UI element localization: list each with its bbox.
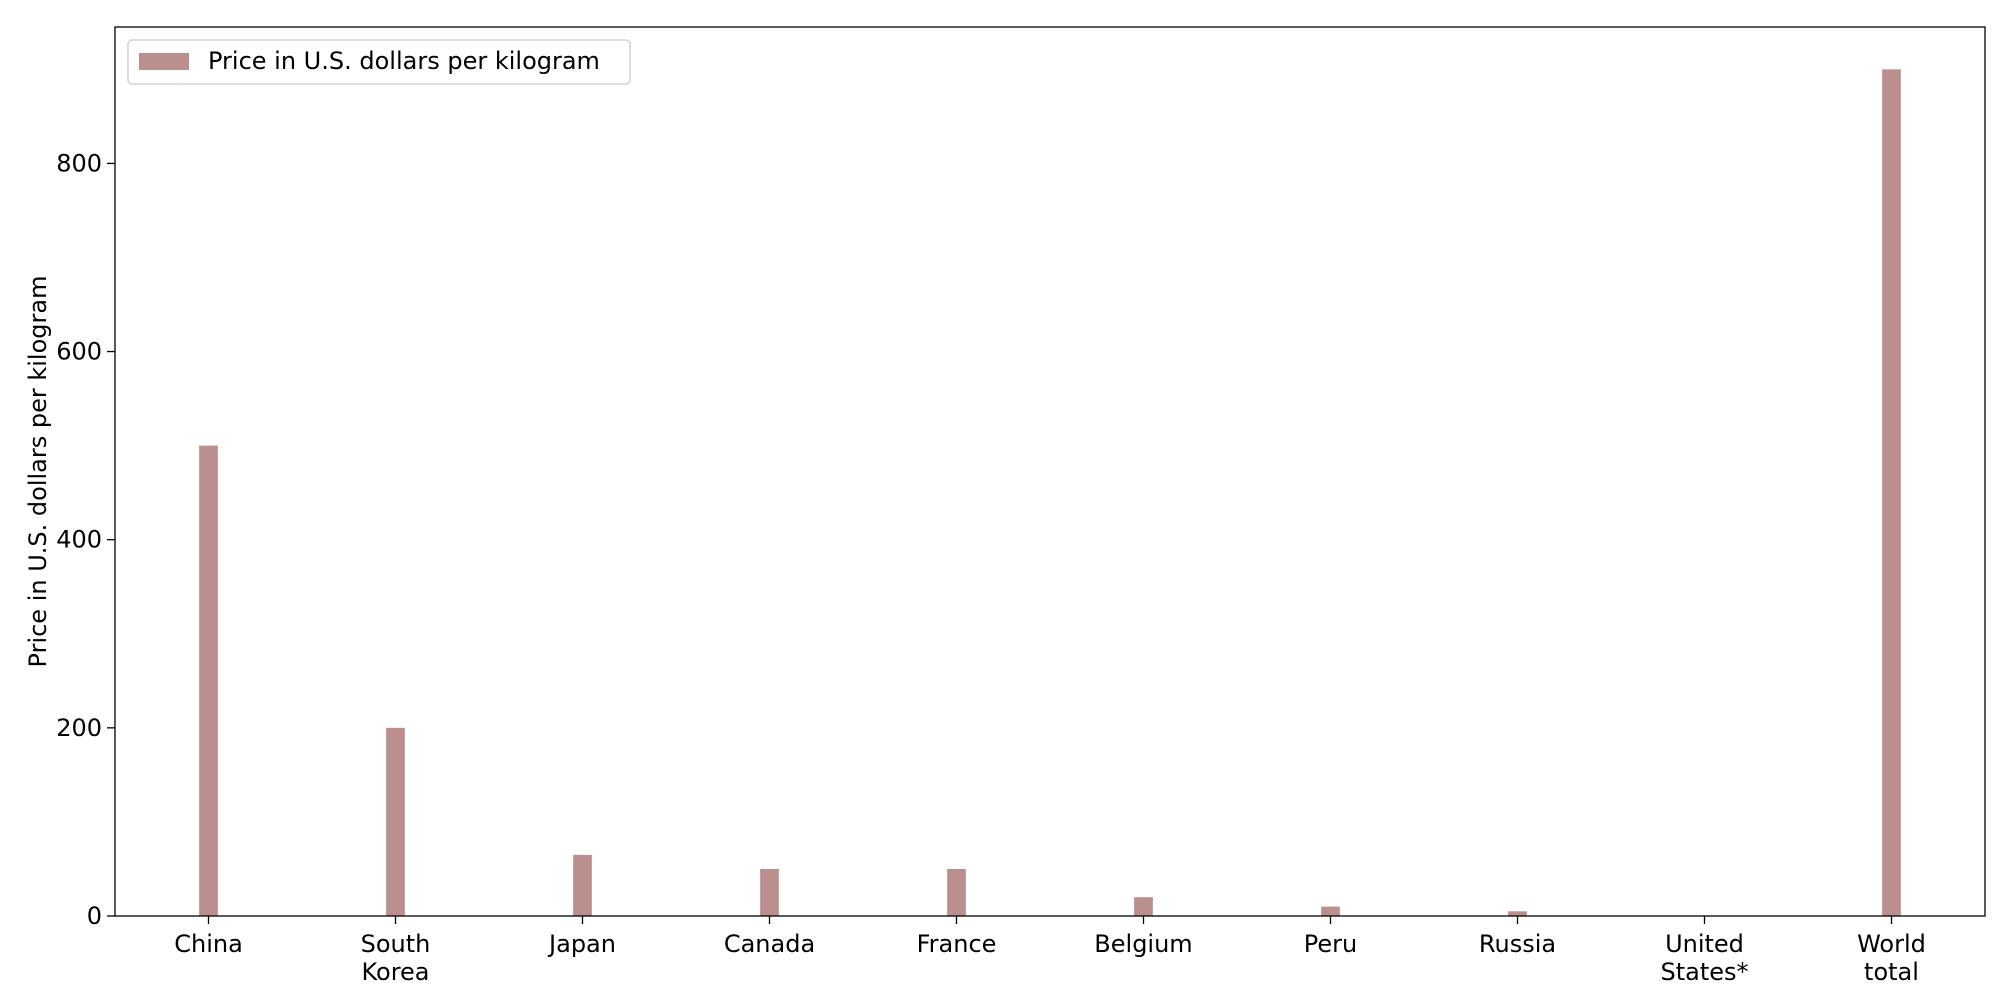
- bar: [199, 445, 218, 916]
- x-tick-label: Peru: [1304, 930, 1357, 958]
- y-axis: 0 200 400 600 800: [56, 149, 115, 930]
- x-tick-label: Canada: [724, 930, 815, 958]
- y-tick-label: 600: [56, 338, 102, 366]
- x-tick-label: France: [917, 930, 997, 958]
- plot-area-frame: [114, 26, 1986, 917]
- bar: [573, 854, 592, 916]
- legend-entry-label: Price in U.S. dollars per kilogram: [208, 47, 600, 75]
- x-axis: China South Korea Japan Canada France Belgium P…: [174, 916, 1926, 986]
- y-tick-label: 0: [87, 902, 102, 930]
- legend-swatch: [139, 53, 189, 70]
- x-tick-label: Japan: [547, 930, 616, 958]
- x-tick-label: Russia: [1479, 930, 1556, 958]
- y-tick-label: 200: [56, 714, 102, 742]
- x-tick-label: World total: [1857, 930, 1926, 986]
- bar: [947, 868, 966, 916]
- x-tick-label: United States*: [1660, 930, 1748, 986]
- bar: [1321, 906, 1340, 916]
- y-axis-label: Price in U.S. dollars per kilogram: [24, 276, 52, 668]
- bars-layer: [199, 69, 1901, 917]
- bar: [386, 727, 405, 916]
- bar: [1882, 69, 1901, 917]
- bar: [760, 868, 779, 916]
- bar: [1134, 897, 1153, 916]
- y-tick-label: 400: [56, 526, 102, 554]
- bar: [1508, 911, 1527, 916]
- y-tick-label: 800: [56, 149, 102, 177]
- legend-box: [127, 39, 631, 85]
- x-tick-label: Belgium: [1094, 930, 1192, 958]
- legend: Price in U.S. dollars per kilogram: [127, 39, 631, 85]
- x-tick-label: South Korea: [361, 930, 431, 986]
- x-tick-label: China: [174, 930, 243, 958]
